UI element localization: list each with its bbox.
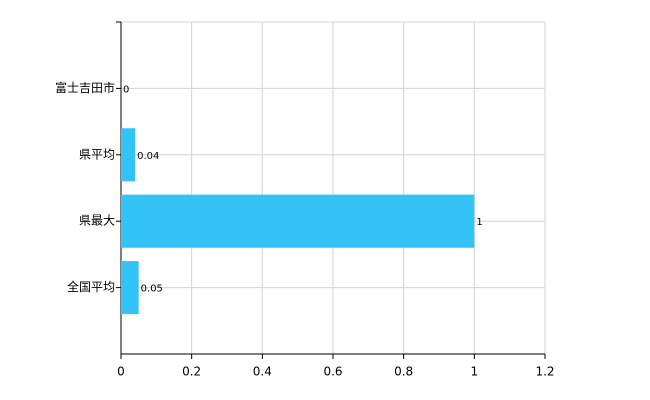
value-label: 0: [123, 84, 129, 95]
x-tick-label: 0.8: [394, 365, 413, 379]
y-tick-label: 県最大: [79, 214, 115, 228]
x-tick-label: 0.4: [253, 365, 272, 379]
value-label: 1: [476, 217, 482, 228]
bar: [121, 194, 475, 248]
bar: [121, 261, 139, 315]
y-tick-label: 富士吉田市: [55, 80, 115, 95]
value-label: 0.05: [141, 284, 163, 295]
y-tick-label: 県平均: [79, 147, 115, 161]
x-tick-label: 0.2: [182, 365, 201, 379]
x-tick-label: 0: [117, 365, 125, 379]
bar: [121, 128, 136, 182]
x-tick-label: 1.2: [535, 365, 554, 379]
x-tick-label: 1: [471, 365, 479, 379]
x-tick-label: 0.6: [323, 365, 342, 379]
value-label: 0.04: [137, 151, 159, 162]
y-tick-label: 全国平均: [67, 279, 115, 294]
